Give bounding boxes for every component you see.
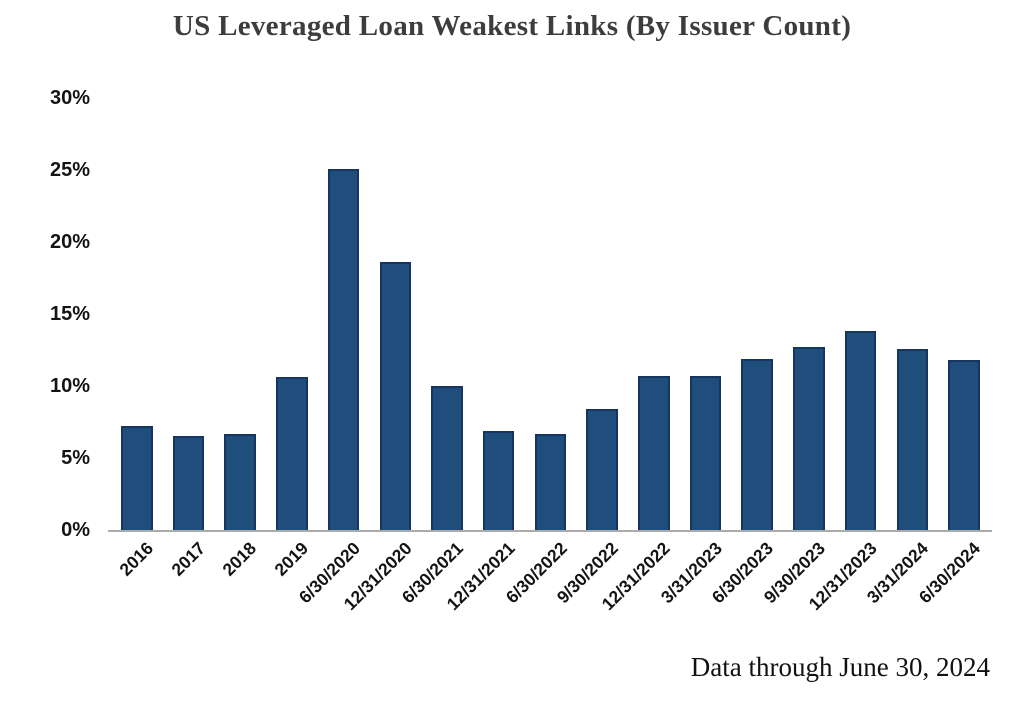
bar-12/31/2020 <box>379 262 411 530</box>
y-axis-tick-label: 15% <box>49 303 90 325</box>
x-axis-tick-label: 2017 <box>166 538 209 580</box>
x-axis-tick-label: 2019 <box>270 538 313 580</box>
bar-6/30/2020 <box>327 169 360 530</box>
y-axis-tick-label: 30% <box>49 87 90 109</box>
bar-2017 <box>172 436 205 530</box>
data-through-note: Data through June 30, 2024 <box>690 652 990 682</box>
bar-3/31/2024 <box>896 349 928 530</box>
bar-6/30/2024 <box>948 360 980 530</box>
bar-2019 <box>276 377 308 530</box>
y-axis-tick-label: 10% <box>49 375 90 397</box>
bar-12/31/2022 <box>638 376 670 530</box>
bar-12/31/2023 <box>844 331 877 530</box>
y-axis-tick-label: 0% <box>61 519 90 541</box>
bar-9/30/2022 <box>586 409 618 530</box>
bar-12/31/2021 <box>482 431 515 530</box>
bar-2018 <box>224 434 256 530</box>
bar-6/30/2022 <box>534 434 567 530</box>
bar-9/30/2023 <box>793 347 825 530</box>
y-axis-tick-label: 5% <box>61 447 90 469</box>
plot-area <box>108 98 992 532</box>
bar-6/30/2021 <box>431 386 463 530</box>
bar-3/31/2023 <box>689 376 722 530</box>
y-axis-tick-label: 25% <box>49 159 90 181</box>
x-axis-tick-label: 2018 <box>218 538 261 580</box>
bar-2016 <box>121 426 153 530</box>
x-axis-tick-label: 2016 <box>115 538 157 580</box>
chart-title: US Leveraged Loan Weakest Links (By Issu… <box>172 10 852 42</box>
y-axis-tick-label: 20% <box>49 231 90 253</box>
bar-6/30/2023 <box>741 359 773 530</box>
